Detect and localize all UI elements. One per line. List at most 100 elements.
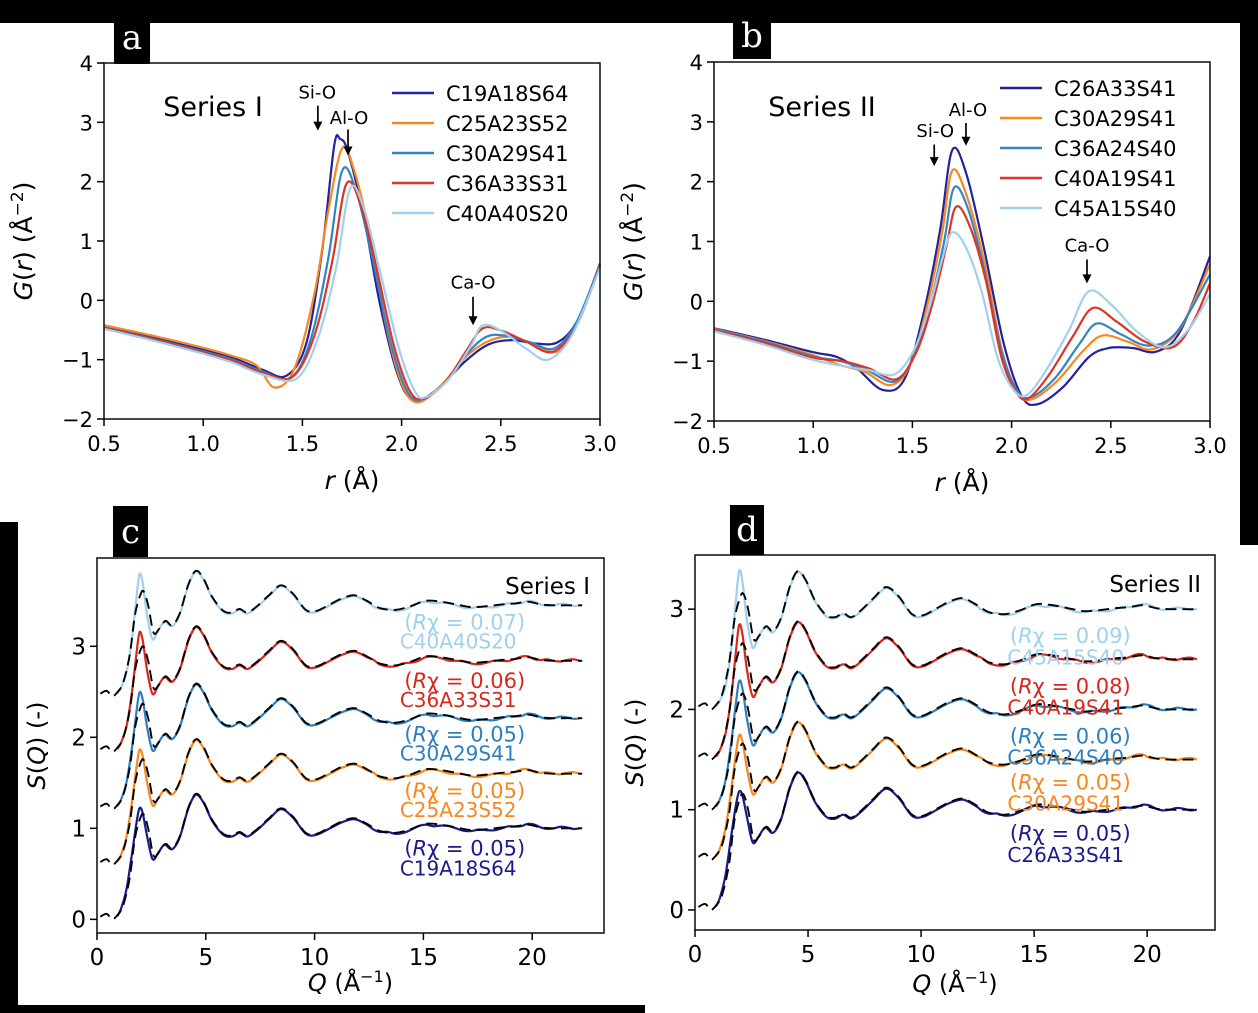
- x-tick-label: 2.0: [385, 432, 418, 456]
- sample-label-C40A19S41: C40A19S41: [1007, 695, 1124, 719]
- x-tick-label: 2.0: [995, 434, 1028, 458]
- series-curve-C30A29S41: [103, 166, 601, 402]
- x-tick-label: 10: [906, 942, 935, 968]
- divider-bar-right: [1240, 0, 1258, 545]
- panel-d-curves: [697, 568, 1200, 911]
- panel-d-plot: 0 5 10 15 20 0 1 2 3 Q (Å−1) S(Q) (-) Series II (Rχ …: [621, 554, 1216, 998]
- legend-label-C25A23S52: C25A23S52: [446, 112, 569, 136]
- divider-bar-bottom: [0, 1005, 645, 1013]
- y-tick-label: 1: [690, 231, 703, 255]
- rchi-label-C36A33S31: (Rχ = 0.06): [404, 669, 525, 693]
- x-tick-label: 1.0: [186, 432, 219, 456]
- annotation-Al-O: Al-O: [949, 100, 987, 121]
- y-axis-label: G(r) (Å−2): [8, 182, 38, 301]
- x-tick-label: 15: [409, 945, 438, 971]
- sample-label-C26A33S41: C26A33S41: [1007, 843, 1124, 867]
- divider-bar-middle: [0, 0, 1258, 23]
- y-tick-label: 1: [80, 230, 93, 254]
- panel-b-axes: 0.5 1.0 1.5 2.0 2.5 3.0 −2 −1 0 1 2 3 4 r (Å) G(r) (Å−…: [618, 51, 1227, 497]
- rchi-label-C45A15S40: (Rχ = 0.09): [1010, 624, 1131, 648]
- annotation-Al-O: Al-O: [330, 108, 368, 129]
- x-tick-label: 0.5: [87, 432, 120, 456]
- sample-label-C30A29S41: C30A29S41: [400, 742, 517, 766]
- panel-b-curves: [713, 146, 1211, 407]
- x-tick-label: 5: [801, 942, 816, 968]
- panel-b-legend: C26A33S41 C30A29S41 C36A24S40 C40A19S41 C45A…: [1000, 77, 1177, 221]
- panel-c-plot: 0 5 10 15 20 0 1 2 3 Q (Å−1) S(Q) (-) Series I (Rχ =…: [23, 557, 605, 997]
- panel-a-plot: 0.5 1.0 1.5 2.0 2.5 3.0 −2 −1 0 1 2 3 4 r (Å) G(r) (Å−…: [8, 52, 617, 495]
- y-tick-label: 4: [690, 51, 703, 75]
- legend-label-C40A40S20: C40A40S20: [446, 202, 569, 226]
- panel-d-axes: 0 5 10 15 20 0 1 2 3 Q (Å−1) S(Q) (-): [621, 597, 1162, 998]
- y-tick-label: 2: [80, 171, 93, 195]
- sample-label-C25A23S52: C25A23S52: [400, 798, 517, 822]
- y-tick-label: 3: [80, 111, 93, 135]
- x-tick-label: 20: [1133, 942, 1162, 968]
- y-tick-label: 2: [71, 725, 86, 751]
- rchi-label-C25A23S52: (Rχ = 0.05): [404, 779, 525, 803]
- panel-label-c: c: [113, 506, 148, 557]
- rchi-label-C40A40S20: (Rχ = 0.07): [404, 611, 525, 635]
- x-tick-label: 15: [1019, 942, 1048, 968]
- x-tick-label: 2.5: [1094, 434, 1127, 458]
- annotation-Si-O: Si-O: [916, 121, 954, 142]
- sample-label-C30A29S41: C30A29S41: [1007, 792, 1124, 816]
- y-axis-label: S(Q) (-): [23, 702, 51, 790]
- series-fit-C25A23S52: [99, 738, 583, 866]
- panel-a-legend: C19A18S64 C25A23S52 C30A29S41 C36A33S31 C40A…: [392, 82, 569, 226]
- sample-label-C36A33S31: C36A33S31: [400, 688, 517, 712]
- legend-label-C36A24S40: C36A24S40: [1054, 137, 1177, 161]
- rchi-label-C26A33S41: (Rχ = 0.05): [1010, 822, 1131, 846]
- panel-c-curves: [99, 569, 583, 921]
- legend-label-C36A33S31: C36A33S31: [446, 172, 569, 196]
- panel-a-axes: 0.5 1.0 1.5 2.0 2.5 3.0 −2 −1 0 1 2 3 4 r (Å) G(r) (Å−…: [8, 52, 617, 495]
- y-tick-label: −1: [672, 350, 703, 374]
- legend-label-C45A15S40: C45A15S40: [1054, 197, 1177, 221]
- series-title: Series II: [1109, 572, 1201, 598]
- rchi-label-C30A29S41: (Rχ = 0.05): [404, 723, 525, 747]
- series-fit-C45A15S40: [697, 569, 1200, 711]
- series-curve-C36A33S31: [103, 180, 601, 401]
- annotation-Ca-O: Ca-O: [1065, 236, 1110, 257]
- x-tick-label: 1.5: [286, 432, 319, 456]
- y-tick-label: 3: [669, 597, 684, 623]
- series-fit-C40A19S41: [697, 620, 1200, 761]
- x-axis-label: r (Å): [325, 466, 380, 495]
- series-fit-C30A29S41: [99, 682, 583, 811]
- legend-label-C30A29S41: C30A29S41: [446, 142, 569, 166]
- y-axis-label: G(r) (Å−2): [618, 182, 648, 301]
- series-curve-C36A24S40: [713, 185, 1211, 400]
- x-tick-label: 5: [198, 945, 213, 971]
- annotation-Ca-O: Ca-O: [451, 273, 496, 294]
- x-axis-label: Q (Å−1): [308, 967, 393, 997]
- annotation-Si-O: Si-O: [298, 83, 336, 104]
- sample-label-C19A18S64: C19A18S64: [400, 856, 517, 880]
- series-title: Series II: [768, 92, 876, 123]
- y-tick-label: 0: [690, 290, 703, 314]
- y-tick-label: 4: [80, 52, 93, 76]
- series-title: Series I: [505, 574, 590, 600]
- series-fit-C26A33S41: [697, 770, 1200, 911]
- panel-c-frame: [96, 557, 605, 934]
- legend-label-C19A18S64: C19A18S64: [446, 82, 569, 106]
- panel-d-annotations: (Rχ = 0.05)C26A33S41(Rχ = 0.05)C30A29S41…: [1007, 624, 1130, 867]
- x-tick-label: 1.0: [796, 434, 829, 458]
- series-fit-C40A40S20: [99, 569, 583, 698]
- series-curve-C40A19S41: [713, 205, 1211, 401]
- y-tick-label: 2: [690, 171, 703, 195]
- series-fit-C36A24S40: [697, 670, 1200, 811]
- panel-c-axes: 0 5 10 15 20 0 1 2 3 Q (Å−1) S(Q) (-): [23, 634, 547, 997]
- rchi-label-C30A29S41: (Rχ = 0.05): [1010, 771, 1131, 795]
- y-tick-label: 3: [690, 111, 703, 135]
- divider-bar-left: [0, 522, 18, 1013]
- y-tick-label: −1: [62, 349, 93, 373]
- sample-label-C40A40S20: C40A40S20: [400, 630, 517, 654]
- series-title: Series I: [163, 92, 263, 123]
- x-tick-label: 1.5: [896, 434, 929, 458]
- rchi-label-C36A24S40: (Rχ = 0.06): [1010, 724, 1131, 748]
- panel-label-d: d: [730, 505, 764, 555]
- y-tick-label: −2: [62, 408, 93, 432]
- series-curve-C45A15S40: [713, 231, 1211, 398]
